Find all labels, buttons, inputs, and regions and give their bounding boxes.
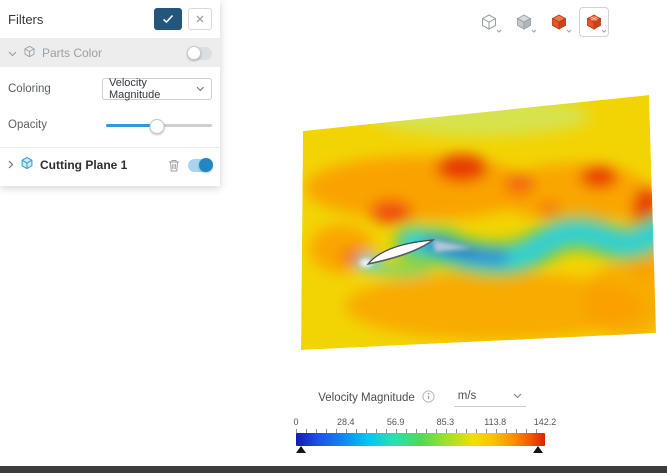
close-icon xyxy=(196,15,204,23)
view-toolbar xyxy=(474,7,609,37)
chevron-down-icon xyxy=(513,393,522,399)
chevron-down-icon xyxy=(531,21,537,36)
check-icon xyxy=(162,14,174,24)
unit-select[interactable]: m/s xyxy=(453,388,526,407)
trash-icon xyxy=(169,159,179,171)
coloring-select[interactable]: Velocity Magnitude xyxy=(102,77,212,101)
airfoil-shape xyxy=(366,239,435,265)
parts-color-section[interactable]: Parts Color xyxy=(0,39,220,67)
parts-color-label: Parts Color xyxy=(42,46,103,60)
tick-label: 56.9 xyxy=(386,417,405,427)
opacity-slider-thumb[interactable] xyxy=(149,119,165,134)
chevron-down-icon xyxy=(566,21,572,36)
cutting-plane-row[interactable]: Cutting Plane 1 xyxy=(0,147,220,182)
colorbar-min-handle[interactable] xyxy=(296,446,306,453)
tick-label: 28.4 xyxy=(337,417,355,427)
cutting-plane-label: Cutting Plane 1 xyxy=(40,158,128,172)
delete-button[interactable] xyxy=(166,157,182,174)
taskbar-strip xyxy=(0,466,667,473)
close-button[interactable] xyxy=(188,8,212,30)
opacity-slider[interactable] xyxy=(106,118,212,134)
opacity-label: Opacity xyxy=(8,119,47,131)
filters-panel: Filters Parts Color Coloring xyxy=(0,0,220,186)
colorbar: 0 28.4 56.9 85.3 113.8 142.2 xyxy=(293,417,556,453)
tick-label: 113.8 xyxy=(484,417,507,427)
coloring-row: Coloring Velocity Magnitude xyxy=(0,75,220,103)
coloring-value: Velocity Magnitude xyxy=(109,77,161,101)
tick-label: 0 xyxy=(293,417,299,427)
coloring-label: Coloring xyxy=(8,83,51,95)
panel-title: Filters xyxy=(8,11,44,27)
results-cube-icon-selected[interactable] xyxy=(579,7,609,37)
parts-cube-icon xyxy=(23,45,36,61)
colorbar-gradient xyxy=(296,433,545,446)
cutting-plane-cube-icon xyxy=(20,156,34,175)
legend-header: Velocity Magnitude m/s xyxy=(296,388,548,407)
apply-button[interactable] xyxy=(154,8,182,30)
colorbar-max-handle[interactable] xyxy=(533,446,543,453)
colorbar-tick-labels: 0 28.4 56.9 85.3 113.8 142.2 xyxy=(293,417,556,428)
chevron-down-icon xyxy=(197,86,205,92)
colorbar-ticks xyxy=(296,429,545,433)
unit-value: m/s xyxy=(457,390,477,402)
view-cube-outline-icon[interactable] xyxy=(474,7,504,37)
opacity-row: Opacity xyxy=(0,111,220,139)
parts-color-toggle[interactable] xyxy=(187,45,212,60)
chevron-right-icon[interactable] xyxy=(8,156,14,174)
chevron-down-icon xyxy=(601,21,607,36)
tick-label: 142.2 xyxy=(533,417,557,427)
mesh-cube-icon[interactable] xyxy=(509,7,539,37)
cutting-plane-contour xyxy=(301,95,656,350)
cutting-plane-toggle[interactable] xyxy=(188,157,213,172)
opacity-slider-fill xyxy=(106,124,157,127)
tick-label: 85.3 xyxy=(436,417,455,427)
info-icon[interactable] xyxy=(422,389,435,406)
results-cube-icon[interactable] xyxy=(544,7,574,37)
legend-title: Velocity Magnitude xyxy=(318,391,415,404)
chevron-down-icon xyxy=(8,46,17,60)
chevron-down-icon xyxy=(496,21,502,36)
filters-panel-header: Filters xyxy=(0,0,220,39)
